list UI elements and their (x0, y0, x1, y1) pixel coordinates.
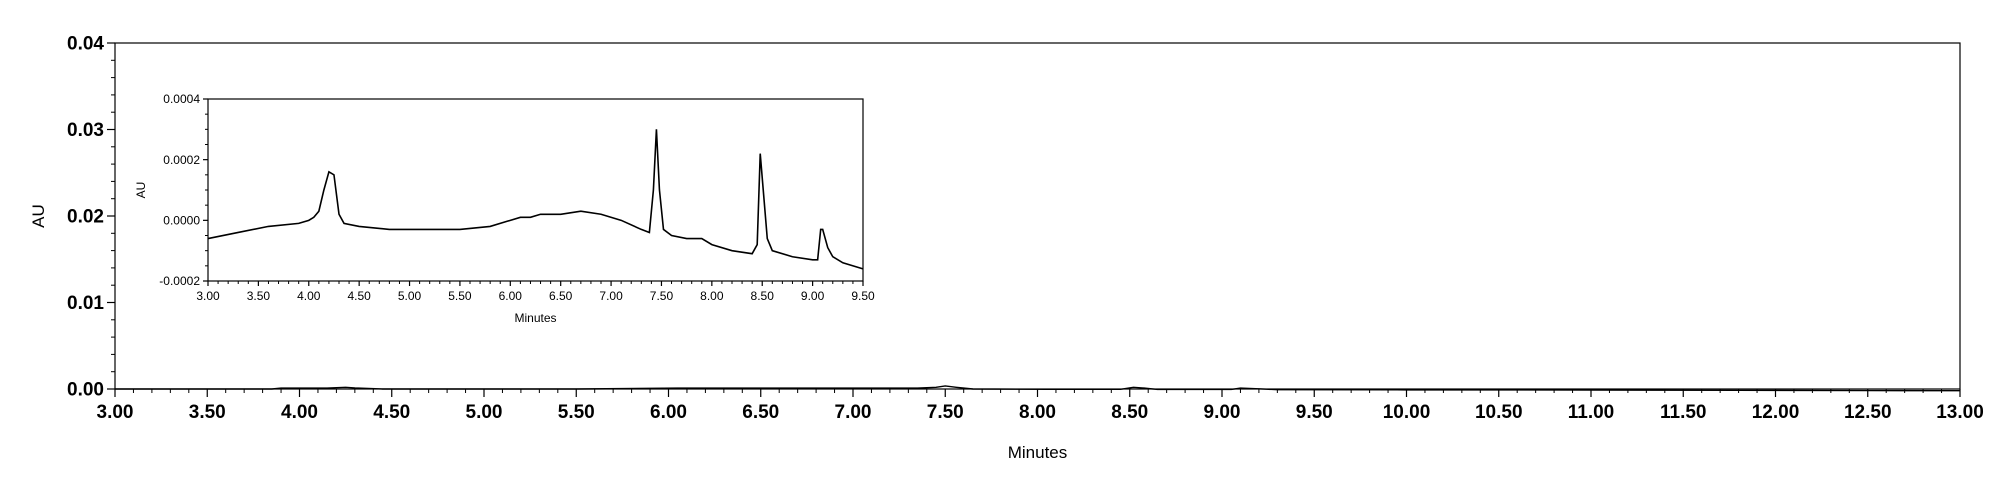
main-y-tick-label: 0.01 (67, 293, 104, 314)
main-x-tick-label: 6.50 (742, 402, 779, 423)
main-y-tick-label: 0.04 (67, 34, 104, 55)
inset-x-tick-label: 7.50 (650, 289, 674, 303)
inset-x-tick-label: 9.50 (851, 289, 875, 303)
main-x-tick-label: 11.00 (1568, 402, 1615, 423)
main-x-tick-label: 12.00 (1752, 402, 1800, 423)
inset-x-tick-label: 6.50 (549, 289, 573, 303)
inset-plot-frame (207, 98, 864, 282)
inset-x-tick-label: 4.50 (347, 289, 371, 303)
main-y-tick-label: 0.00 (67, 380, 104, 401)
main-x-tick-label: 8.00 (1019, 402, 1056, 423)
inset-y-axis: -0.0002 0.0000 0.0002 0.0004 (159, 92, 208, 288)
main-chart: 0.00 0.01 0.02 0.03 0.04 3.00 3.50 4.00 4.50 5.0… (29, 34, 1984, 462)
main-x-axis: 3.00 3.50 4.00 4.50 5.00 5.50 6.00 6.50 7.00 7.50… (97, 389, 1984, 423)
inset-x-tick-label: 6.00 (499, 289, 523, 303)
main-x-tick-label: 9.00 (1204, 402, 1241, 423)
main-x-tick-label: 8.50 (1111, 402, 1148, 423)
main-x-axis-label: Minutes (1008, 443, 1068, 462)
inset-y-tick-label: 0.0004 (163, 92, 200, 106)
main-x-tick-label: 13.00 (1936, 402, 1984, 423)
inset-y-tick-label: 0.0002 (163, 153, 200, 167)
main-x-tick-label: 10.50 (1475, 402, 1523, 423)
main-x-tick-label: 3.00 (97, 402, 134, 423)
inset-y-tick-label: 0.0000 (163, 214, 200, 228)
inset-x-tick-label: 5.50 (448, 289, 472, 303)
inset-x-tick-label: 8.50 (751, 289, 775, 303)
inset-x-axis: 3.00 3.50 4.00 4.50 5.00 5.50 6.00 6.50 7.00 7.50… (196, 281, 875, 303)
main-x-tick-label: 5.50 (558, 402, 595, 423)
inset-chart: -0.0002 0.0000 0.0002 0.0004 3.00 3.50 4.00 4.… (134, 92, 875, 325)
main-y-tick-label: 0.02 (67, 207, 104, 228)
inset-x-tick-label: 7.00 (599, 289, 623, 303)
inset-y-tick-label: -0.0002 (159, 274, 200, 288)
main-x-tick-label: 7.50 (927, 402, 964, 423)
main-x-tick-label: 3.50 (189, 402, 226, 423)
inset-x-tick-label: 5.00 (398, 289, 422, 303)
main-x-tick-label: 7.00 (835, 402, 872, 423)
inset-x-tick-label: 3.00 (196, 289, 220, 303)
main-y-axis-label: AU (29, 204, 48, 228)
inset-y-axis-label: AU (134, 182, 148, 199)
main-x-tick-label: 4.00 (281, 402, 318, 423)
inset-series-line (207, 129, 864, 270)
inset-x-tick-label: 3.50 (247, 289, 271, 303)
main-series-line (115, 385, 1961, 392)
inset-x-tick-label: 4.00 (297, 289, 321, 303)
main-y-axis: 0.00 0.01 0.02 0.03 0.04 (67, 34, 115, 401)
inset-x-tick-label: 9.00 (801, 289, 825, 303)
main-x-tick-label: 5.00 (466, 402, 503, 423)
main-x-tick-label: 6.00 (650, 402, 687, 423)
main-x-tick-label: 11.50 (1660, 402, 1707, 423)
main-x-tick-label: 9.50 (1296, 402, 1333, 423)
main-x-tick-label: 4.50 (373, 402, 410, 423)
main-x-tick-label: 12.50 (1844, 402, 1892, 423)
inset-x-axis-label: Minutes (514, 311, 556, 325)
inset-x-tick-label: 8.00 (700, 289, 724, 303)
main-x-tick-label: 10.00 (1383, 402, 1431, 423)
main-y-tick-label: 0.03 (67, 120, 104, 141)
